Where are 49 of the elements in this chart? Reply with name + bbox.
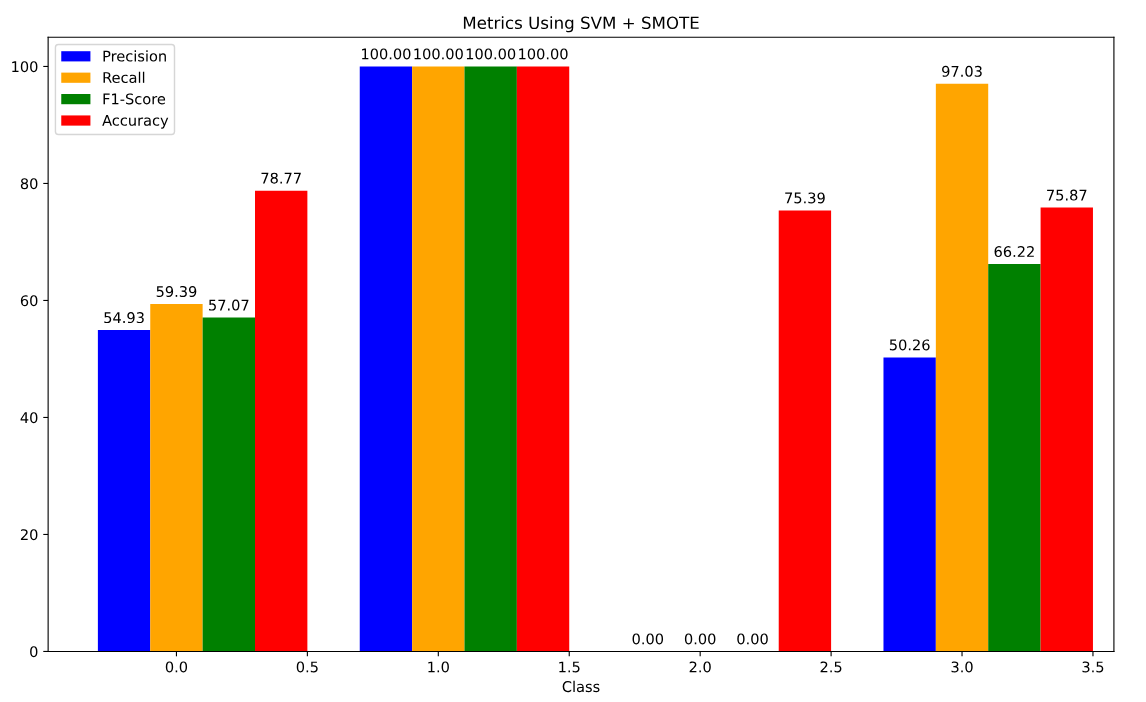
- x-tick-label: 1.5: [559, 661, 580, 673]
- data-label: 78.77: [261, 172, 301, 184]
- data-label: 100.00: [466, 48, 516, 60]
- bar: [412, 66, 465, 652]
- legend-label: Precision: [103, 50, 166, 62]
- x-tick-label: 0.5: [296, 661, 318, 673]
- bar: [255, 190, 308, 652]
- data-label: 66.22: [994, 246, 1034, 258]
- x-tick-label: 2.0: [689, 661, 711, 673]
- x-tick-label: 3.5: [1082, 661, 1104, 673]
- bar: [516, 66, 570, 652]
- bar: [883, 357, 936, 652]
- bar: [988, 264, 1041, 652]
- y-tick-label: 40: [20, 412, 38, 424]
- x-tick-label: 2.5: [820, 661, 842, 673]
- legend-label: F1-Score: [103, 93, 166, 105]
- bar: [150, 304, 203, 652]
- bar: [97, 330, 151, 652]
- bar: [935, 83, 989, 652]
- bar: [778, 210, 832, 652]
- data-label: 75.39: [785, 192, 825, 204]
- x-axis-title: Class: [562, 680, 600, 693]
- data-label: 54.93: [104, 312, 144, 324]
- bar: [464, 66, 517, 652]
- data-label: 0.00: [737, 633, 768, 645]
- data-label: 97.03: [942, 65, 982, 77]
- data-label: 100.00: [362, 48, 411, 60]
- data-label: 0.00: [684, 633, 716, 645]
- data-label: 0.00: [632, 633, 664, 645]
- legend-label: Recall: [103, 71, 145, 84]
- x-tick-label: 3.0: [951, 661, 973, 673]
- data-label: 50.26: [889, 339, 930, 351]
- legend-label: Accuracy: [102, 115, 169, 129]
- x-tick-label: 0.0: [165, 661, 188, 673]
- bar: [1040, 207, 1093, 652]
- y-tick-label: 20: [20, 529, 38, 541]
- chart-title: Metrics Using SVM + SMOTE: [463, 16, 699, 33]
- y-tick-label: 0: [30, 646, 38, 658]
- data-label: 75.87: [1047, 189, 1087, 201]
- data-label: 57.07: [209, 299, 249, 311]
- data-label: 59.39: [156, 286, 197, 298]
- x-tick-label: 1.0: [428, 661, 449, 673]
- y-tick-label: 60: [20, 295, 38, 307]
- y-tick-label: 100: [12, 61, 38, 73]
- data-label: 100.00: [414, 48, 463, 60]
- y-tick-label: 80: [20, 178, 38, 190]
- bar: [359, 66, 413, 652]
- bar: [202, 317, 255, 652]
- data-label: 100.00: [519, 48, 568, 60]
